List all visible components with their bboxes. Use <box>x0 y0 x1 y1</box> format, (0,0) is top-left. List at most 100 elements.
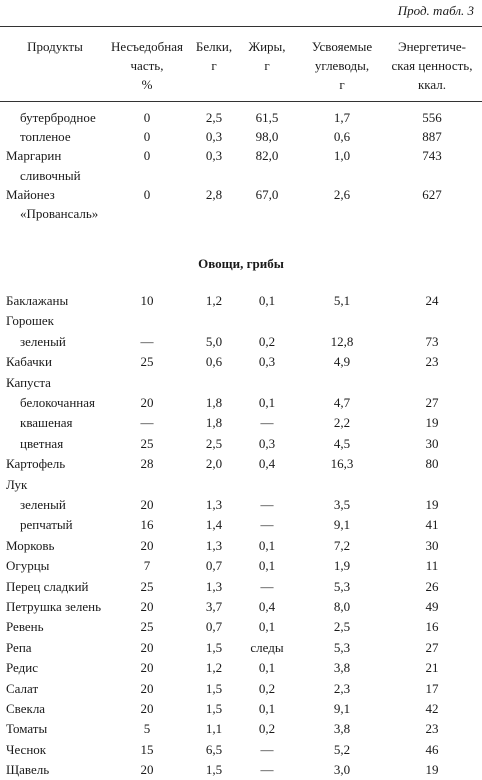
section-title: Овощи, грибы <box>198 256 284 271</box>
carbs-cell: 5,2 <box>333 741 351 757</box>
product-name-cell: Ревень <box>6 619 44 635</box>
header-fat: Жиры, г <box>248 39 286 73</box>
header-products: Продукты <box>27 39 83 54</box>
energy-cell: 41 <box>425 517 439 533</box>
inedible-cell: 20 <box>140 497 154 512</box>
fat-cell: — <box>260 762 274 778</box>
product-name-cell: Майонез <box>6 186 55 202</box>
fat-cell: 0,3 <box>258 435 276 451</box>
energy-cell: 19 <box>425 415 439 431</box>
product-name-cell: Морковь <box>6 537 55 553</box>
product-name-cell: топленое <box>20 129 71 145</box>
carbs-cell: 8,0 <box>333 599 351 614</box>
energy-cell: 49 <box>425 599 439 614</box>
protein-cell: 3,7 <box>205 599 223 614</box>
inedible-cell: 5 <box>143 721 151 737</box>
protein-cell: 1,3 <box>205 578 223 594</box>
continuation-note: Прод. табл. 3 <box>397 3 474 18</box>
carbs-cell: 4,5 <box>333 435 351 451</box>
fat-cell: 0,1 <box>258 701 276 716</box>
product-name-cell: Горошек <box>6 313 54 329</box>
inedible-cell: 20 <box>140 660 154 676</box>
protein-cell: 1,5 <box>205 701 223 716</box>
energy-cell: 80 <box>425 456 439 472</box>
fat-cell: 0,4 <box>258 599 276 614</box>
product-name-cell: Петрушка зелень <box>6 599 102 614</box>
carbs-cell: 0,6 <box>333 129 351 145</box>
product-name-cell: цветная <box>20 435 64 451</box>
product-name-cell: Капуста <box>6 374 51 390</box>
product-name-cell: бутербродное <box>20 110 96 125</box>
product-name-cell: Лук <box>6 476 28 492</box>
protein-cell: 6,5 <box>205 741 223 757</box>
carbs-cell: 4,7 <box>333 395 351 410</box>
inedible-cell: 28 <box>140 456 154 472</box>
inedible-cell: 25 <box>140 354 154 370</box>
energy-cell: 27 <box>425 395 439 410</box>
header-inedible: Несъедобная часть, % <box>110 39 183 92</box>
inedible-cell: 20 <box>140 762 154 778</box>
protein-cell: 1,5 <box>205 762 223 778</box>
inedible-cell: 16 <box>140 517 154 533</box>
fat-cell: 0,1 <box>258 619 276 635</box>
protein-cell: 0,7 <box>205 558 223 574</box>
fat-cell: 0,1 <box>258 537 276 553</box>
carbs-cell: 2,3 <box>333 680 351 696</box>
energy-cell: 887 <box>422 129 442 145</box>
fat-cell: 0,2 <box>258 721 276 737</box>
inedible-cell: — <box>140 333 154 349</box>
inedible-cell: 0 <box>143 129 151 145</box>
protein-cell: 1,3 <box>205 537 223 553</box>
protein-cell: 0,7 <box>205 619 223 635</box>
header-energy: Энергетиче- ская ценность, ккал. <box>391 39 473 92</box>
product-name-cell: Кабачки <box>6 354 52 370</box>
product-name-cell: Свекла <box>6 701 46 716</box>
product-name-cell: «Провансаль» <box>20 206 99 221</box>
protein-cell: 2,5 <box>205 435 223 451</box>
energy-cell: 556 <box>422 110 442 125</box>
protein-cell: 2,5 <box>205 110 223 125</box>
fat-cell: — <box>260 741 274 757</box>
carbs-cell: 5,1 <box>333 293 351 308</box>
product-name-cell: зеленый <box>20 497 66 512</box>
carbs-cell: 1,7 <box>333 110 351 125</box>
product-name-cell: Редис <box>6 660 38 676</box>
protein-cell: 0,3 <box>205 148 223 164</box>
energy-cell: 26 <box>425 578 439 594</box>
carbs-cell: 5,3 <box>333 639 351 655</box>
inedible-cell: 25 <box>140 578 154 594</box>
inedible-cell: 25 <box>140 435 154 451</box>
carbs-cell: 2,2 <box>333 415 351 431</box>
protein-cell: 1,2 <box>205 293 223 308</box>
energy-cell: 19 <box>425 762 439 778</box>
protein-cell: 1,3 <box>205 497 223 512</box>
fat-cell: 0,2 <box>258 333 276 349</box>
energy-cell: 42 <box>425 701 439 716</box>
inedible-cell: 0 <box>143 110 151 125</box>
energy-cell: 30 <box>425 537 439 553</box>
inedible-cell: 20 <box>140 599 154 614</box>
product-name-cell: квашеная <box>20 415 73 431</box>
energy-cell: 11 <box>425 558 439 574</box>
inedible-cell: 20 <box>140 701 154 716</box>
energy-cell: 16 <box>425 619 439 635</box>
protein-cell: 1,4 <box>205 517 223 533</box>
carbs-cell: 1,0 <box>333 148 351 164</box>
fat-cell: 0,1 <box>258 660 276 676</box>
fat-cell: — <box>260 497 274 512</box>
fat-cell: 67,0 <box>255 186 279 202</box>
energy-cell: 73 <box>425 333 439 349</box>
carbs-cell: 2,6 <box>333 186 351 202</box>
fat-cell: следы <box>250 639 284 655</box>
fat-cell: 82,0 <box>255 148 279 164</box>
protein-cell: 2,0 <box>205 456 223 472</box>
header-carbs: Усвояемые углеводы, г <box>311 39 373 92</box>
product-name-cell: Маргарин <box>6 148 62 164</box>
inedible-cell: 0 <box>143 148 151 164</box>
fat-cell: — <box>260 578 274 594</box>
fat-cell: 0,4 <box>258 456 276 472</box>
inedible-cell: 20 <box>140 537 154 553</box>
carbs-cell: 4,9 <box>333 354 351 370</box>
energy-cell: 21 <box>425 660 439 676</box>
energy-cell: 27 <box>425 639 439 655</box>
